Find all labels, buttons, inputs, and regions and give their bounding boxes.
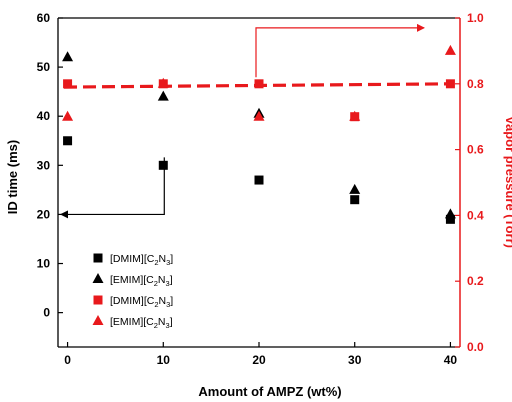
data-marks — [62, 45, 456, 224]
x-tick-label: 30 — [348, 353, 362, 367]
right-tick-label: 0.4 — [467, 208, 484, 222]
x-axis-title: Amount of AMPZ (wt%) — [198, 384, 341, 399]
left-tick-label: 0 — [43, 306, 50, 320]
x-tick-label: 20 — [252, 353, 266, 367]
legend-marker-2 — [93, 273, 104, 283]
left-tick-label: 20 — [37, 207, 51, 221]
arrow-to-left-axis — [61, 157, 164, 214]
series-4-point — [62, 111, 73, 121]
series-3-point — [446, 79, 455, 88]
series-3-point — [255, 79, 264, 88]
annotation-arrows — [61, 28, 424, 215]
left-tick-label: 50 — [37, 60, 51, 74]
right-tick-label: 0.6 — [467, 143, 484, 157]
legend-label-4: [EMIM][C2N3] — [110, 316, 173, 330]
left-axis-title: ID time (ms) — [5, 140, 20, 214]
x-axis: 0 10 20 30 40 — [64, 342, 457, 367]
legend-label-1: [DMIM][C2N3] — [110, 253, 173, 267]
legend: [DMIM][C2N3] [EMIM][C2N3] [DMIM][C2N3] [EMI… — [93, 253, 174, 330]
right-tick-label: 0.0 — [467, 340, 484, 354]
left-tick-label: 30 — [37, 158, 51, 172]
series-3-point — [63, 79, 72, 88]
series-2-point — [445, 208, 456, 218]
right-tick-label: 1.0 — [467, 11, 484, 25]
right-tick-label: 0.2 — [467, 274, 484, 288]
series-4-point — [445, 45, 456, 55]
left-tick-label: 60 — [37, 11, 51, 25]
x-tick-label: 0 — [64, 353, 71, 367]
legend-label-3: [DMIM][C2N3] — [110, 295, 173, 309]
series-1-point — [350, 195, 359, 204]
right-axis-title: Vapor pressure (Torr) — [503, 116, 512, 248]
series-2-point — [349, 184, 360, 194]
left-tick-label: 40 — [37, 109, 51, 123]
x-tick-label: 40 — [444, 353, 458, 367]
series-2-point — [62, 51, 73, 61]
legend-marker-4 — [93, 315, 104, 325]
legend-marker-3 — [94, 296, 103, 305]
left-axis: 0 10 20 30 40 50 60 — [37, 11, 63, 320]
series-1-point — [63, 136, 72, 145]
series-1-point — [159, 161, 168, 170]
legend-marker-1 — [94, 254, 103, 263]
series-2-point — [158, 91, 169, 101]
left-tick-label: 10 — [37, 257, 51, 271]
series-1-point — [255, 176, 264, 185]
right-tick-label: 0.8 — [467, 77, 484, 91]
legend-label-2: [EMIM][C2N3] — [110, 274, 173, 288]
arrow-to-right-axis — [256, 28, 424, 77]
x-tick-label: 10 — [157, 353, 171, 367]
